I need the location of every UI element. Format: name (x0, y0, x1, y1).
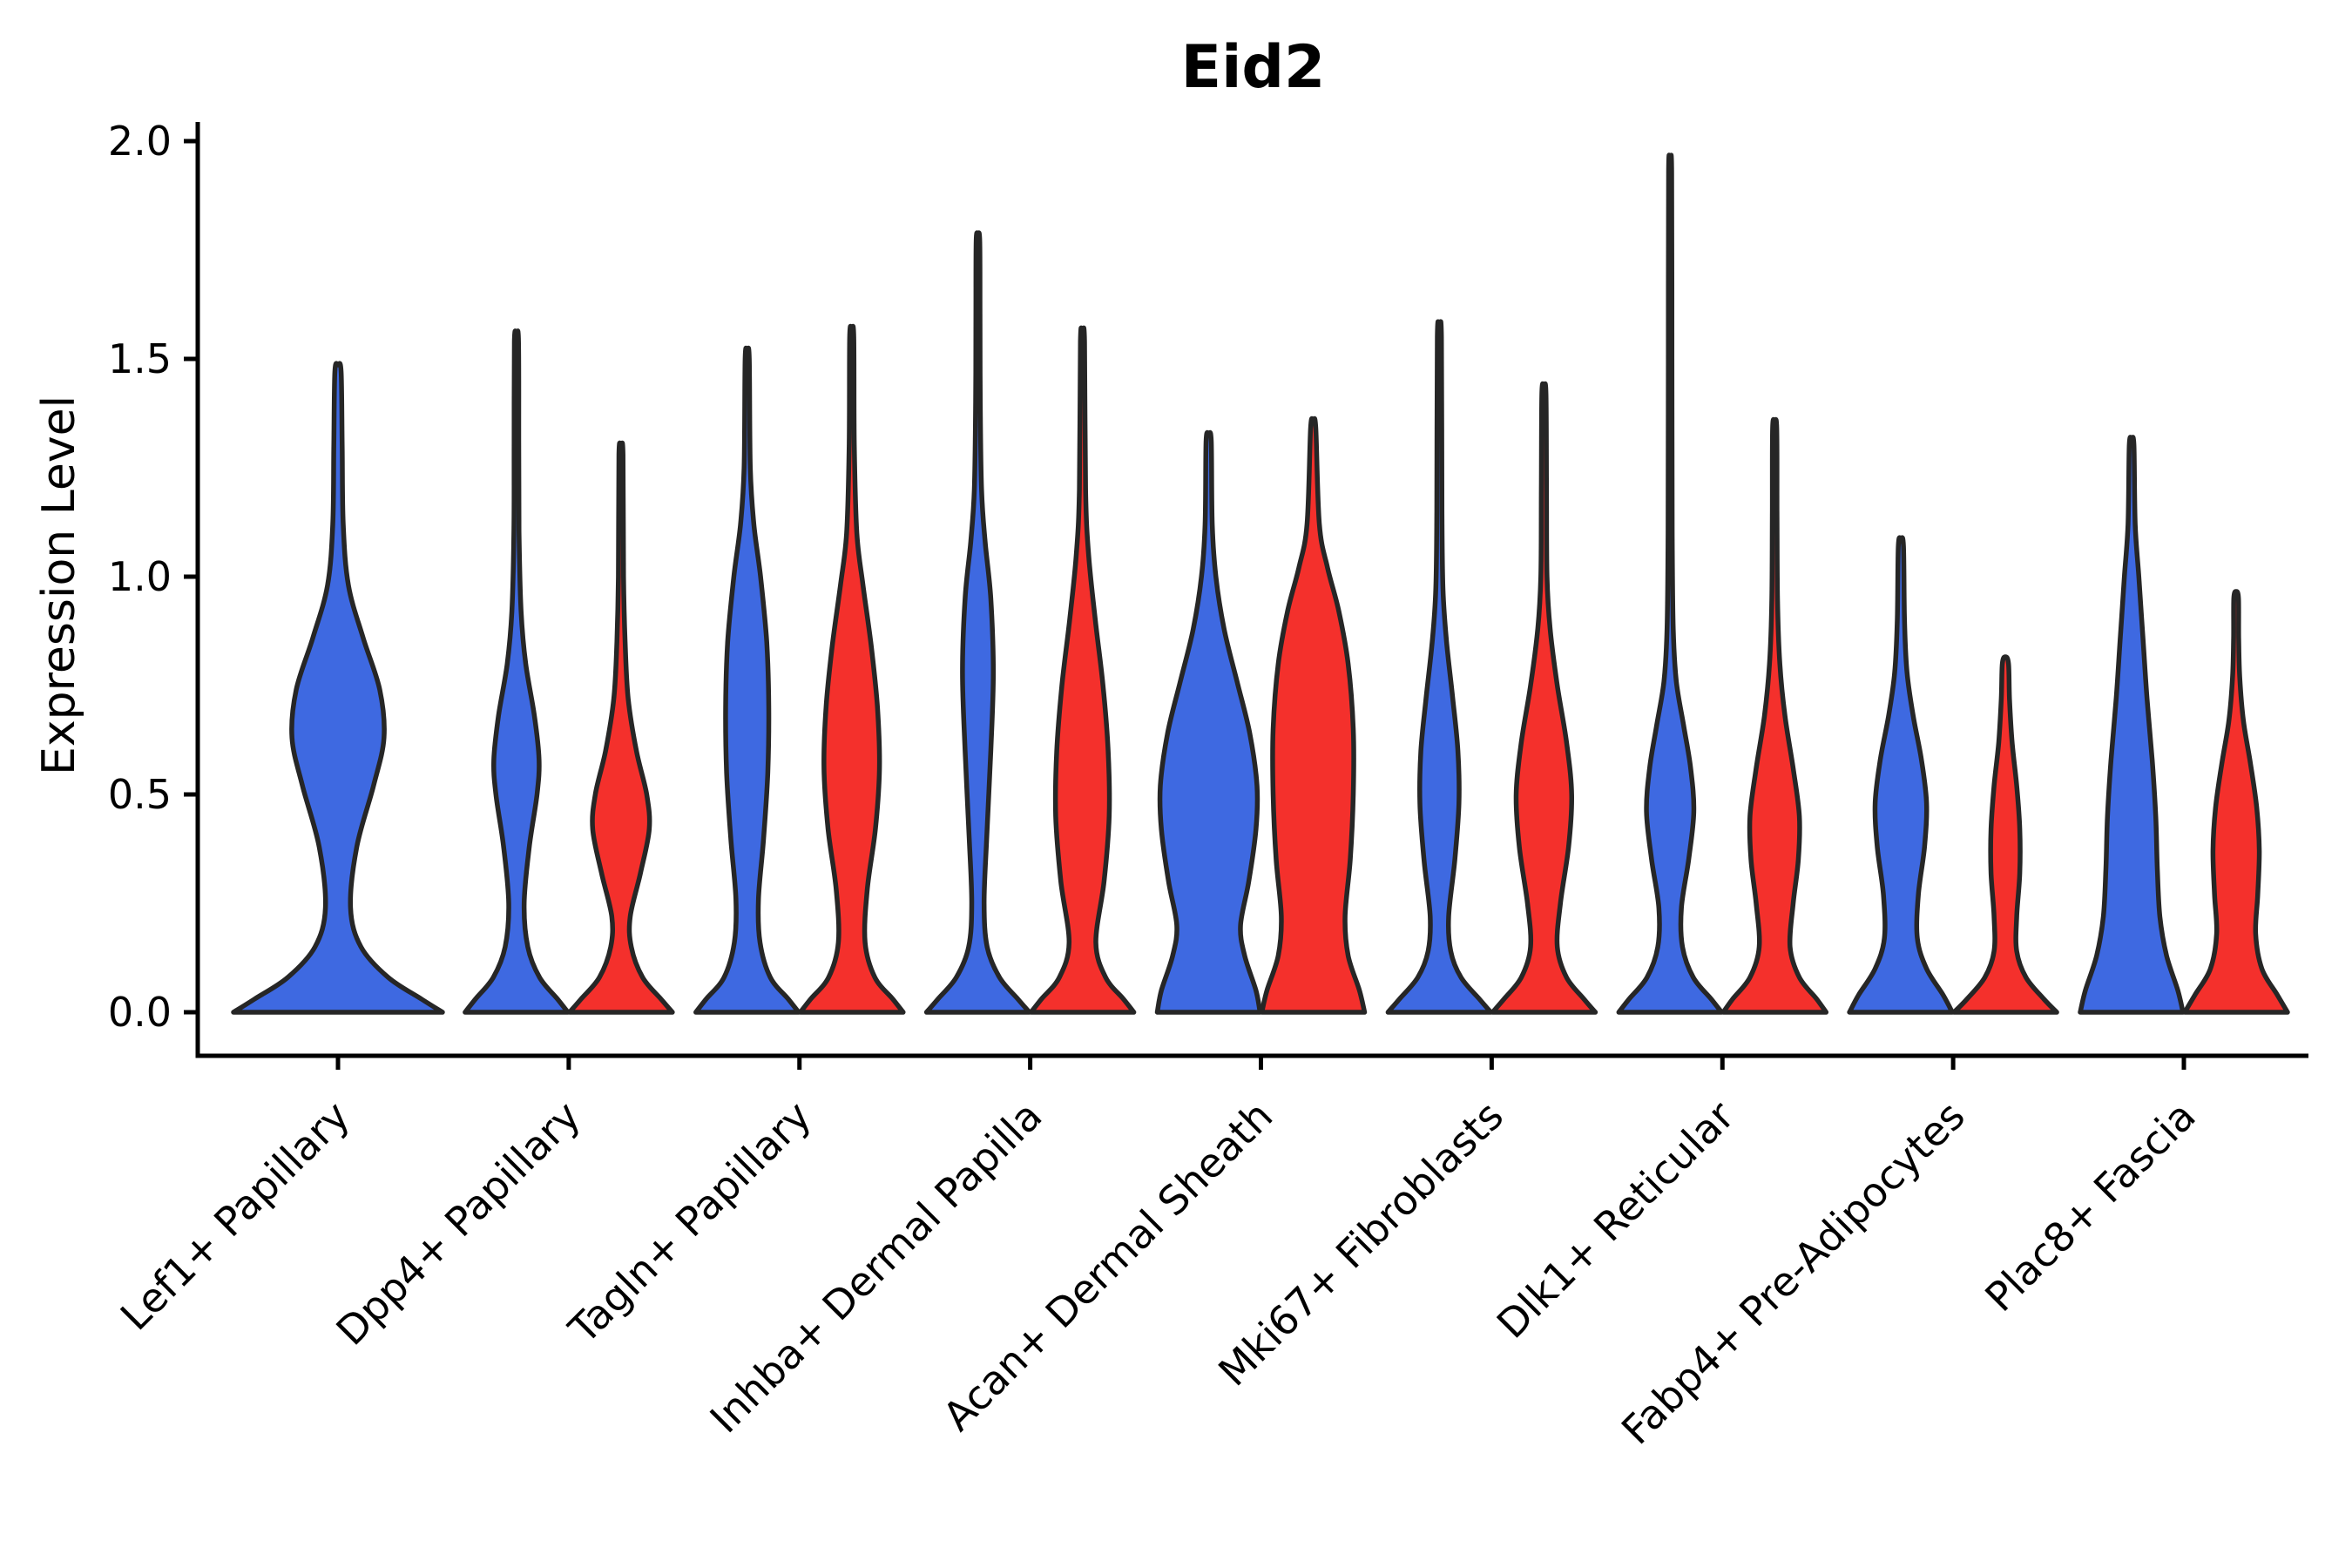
violin-blue-7 (1847, 535, 1955, 1015)
y-tick-label: 0.0 (108, 989, 172, 1036)
x-category-label: Dpp4+ Papillary (327, 1092, 589, 1355)
violin-blue-0 (231, 361, 445, 1015)
violin-red-6 (1720, 416, 1829, 1015)
violin-red-4 (1259, 416, 1368, 1015)
violin-red-5 (1490, 381, 1598, 1015)
x-category-label: Plac8+ Fascia (1976, 1092, 2204, 1321)
chart-title: Eid2 (1180, 33, 1326, 102)
y-tick-label: 1.5 (108, 335, 172, 382)
violin-blue-3 (923, 230, 1032, 1015)
y-tick-label: 1.0 (108, 553, 172, 600)
violin-red-2 (798, 323, 906, 1015)
violin-blue-4 (1154, 429, 1263, 1015)
y-tick-label: 2.0 (108, 118, 172, 165)
x-category-label: Dlk1+ Reticular (1488, 1092, 1743, 1348)
violin-blue-6 (1616, 152, 1725, 1015)
violin-blue-5 (1385, 319, 1494, 1015)
violin-blue-1 (463, 328, 571, 1015)
x-category-label: Lef1+ Papillary (112, 1092, 359, 1340)
violin-red-8 (2182, 589, 2290, 1015)
violin-red-7 (1951, 654, 2059, 1015)
x-category-label: Tagln+ Papillary (559, 1092, 821, 1354)
violin-red-3 (1028, 325, 1137, 1015)
violin-red-1 (567, 440, 675, 1015)
violin-blue-8 (2078, 435, 2186, 1015)
violin-blue-2 (693, 345, 801, 1015)
y-tick-label: 0.5 (108, 771, 172, 818)
